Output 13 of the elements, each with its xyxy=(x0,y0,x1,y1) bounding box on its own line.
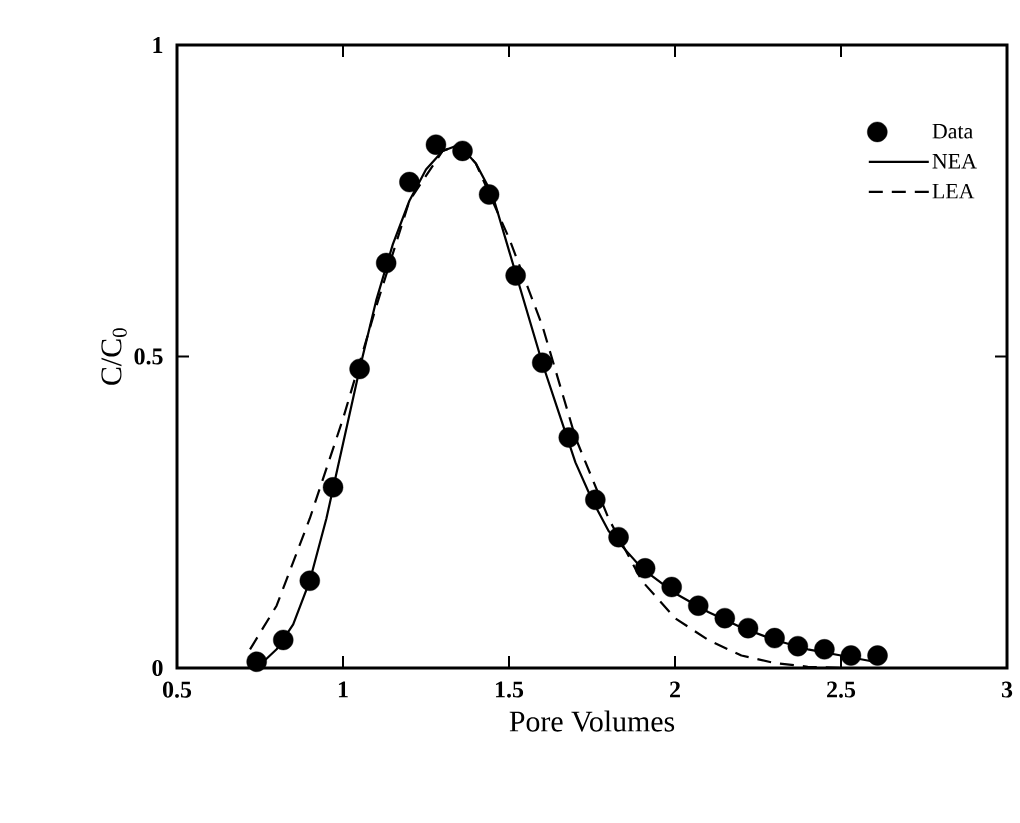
legend-label: NEA xyxy=(932,153,977,169)
y-tick-label: 0.5 xyxy=(134,348,163,365)
x-tick-label: 1.5 xyxy=(495,681,524,698)
y-tick-label: 1 xyxy=(153,37,163,53)
y-axis-title: C/C$_{0}$ xyxy=(101,328,127,385)
x-tick-label: 1 xyxy=(338,681,348,698)
x-axis-title: Pore Volumes xyxy=(509,710,675,732)
x-tick-label: 3 xyxy=(1001,681,1013,698)
y-tick-label: 0 xyxy=(152,659,163,677)
x-tick-label: 2.5 xyxy=(827,681,856,698)
x-tick-label: 2 xyxy=(670,681,680,698)
legend-label: LEA xyxy=(932,183,975,199)
legend-label: Data xyxy=(932,124,973,139)
